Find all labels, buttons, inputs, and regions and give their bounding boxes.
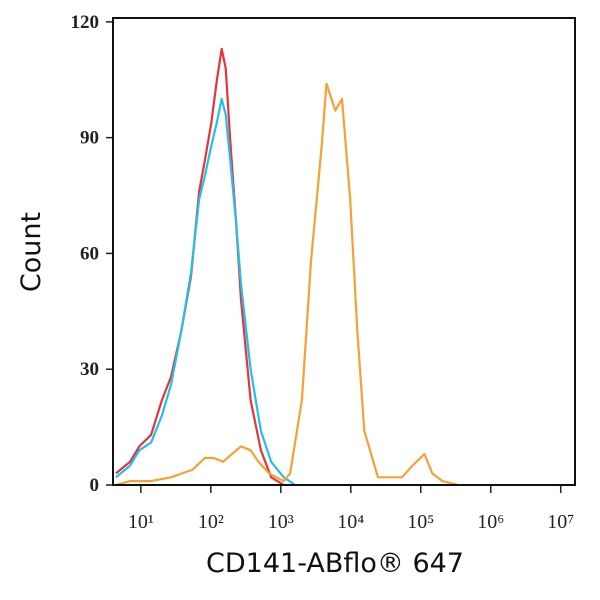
- y-axis-label: Count: [16, 212, 47, 292]
- x-axis-label: CD141-ABflo® 647: [206, 548, 464, 579]
- x-tick-label: 10¹: [128, 511, 154, 533]
- y-tick-label: 30: [80, 359, 99, 380]
- plot-frame: [112, 17, 576, 486]
- x-tick-label: 10⁷: [547, 511, 574, 533]
- y-tick-label: 120: [71, 12, 100, 33]
- histogram-line: [115, 82, 459, 487]
- y-tick-label: 90: [80, 128, 99, 149]
- x-tick-label: 10³: [268, 511, 294, 533]
- x-tick-label: 10²: [198, 511, 224, 533]
- x-tick-label: 10⁴: [337, 511, 364, 533]
- y-tick-label: 0: [90, 475, 100, 496]
- x-tick-label: 10⁵: [407, 511, 434, 533]
- y-tick-label: 60: [80, 243, 99, 264]
- histogram-line: [115, 47, 285, 486]
- x-tick-label: 10⁶: [477, 511, 504, 533]
- histogram-line: [115, 97, 296, 486]
